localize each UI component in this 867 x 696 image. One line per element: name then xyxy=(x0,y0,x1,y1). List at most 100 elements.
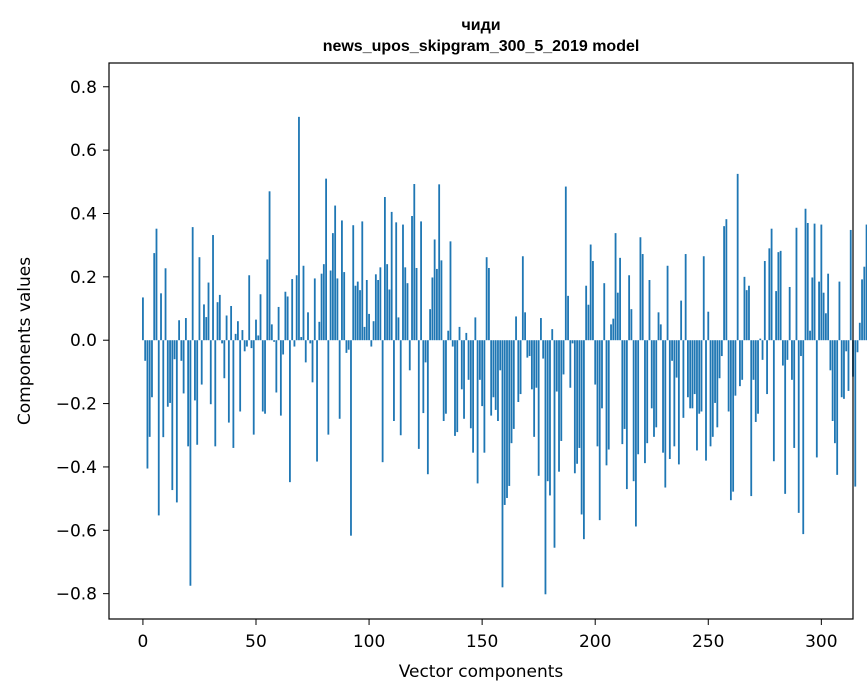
y-tick-label: −0.4 xyxy=(56,458,97,478)
bar xyxy=(449,241,452,341)
bar xyxy=(582,340,585,540)
bar xyxy=(368,313,370,341)
bar xyxy=(284,291,287,341)
bar xyxy=(295,275,298,341)
bar xyxy=(386,264,389,341)
bar xyxy=(320,273,323,341)
bar xyxy=(775,291,778,341)
bar xyxy=(558,340,560,472)
bar xyxy=(302,265,305,341)
bar xyxy=(621,340,624,445)
bar xyxy=(861,279,863,341)
bar xyxy=(436,268,438,341)
bar xyxy=(474,317,477,341)
bar xyxy=(451,340,454,347)
bar xyxy=(404,267,407,341)
bar xyxy=(146,340,149,469)
bar xyxy=(571,340,574,344)
bar xyxy=(221,340,223,344)
bar xyxy=(413,184,416,341)
bar xyxy=(508,340,511,486)
chart-title: чиди xyxy=(461,17,500,34)
bar xyxy=(234,333,237,341)
bar xyxy=(327,340,330,435)
bar xyxy=(659,324,662,341)
bar xyxy=(442,340,445,421)
bar xyxy=(802,340,805,535)
bar xyxy=(639,237,642,341)
bar xyxy=(809,330,811,341)
bar xyxy=(759,338,762,341)
bar xyxy=(415,267,418,341)
bar xyxy=(822,292,825,341)
bar xyxy=(637,340,640,455)
bar xyxy=(592,261,594,341)
bar xyxy=(718,340,721,379)
x-tick-label: 100 xyxy=(353,632,385,652)
bar xyxy=(657,312,660,341)
bar xyxy=(555,340,558,392)
y-tick-label: −0.2 xyxy=(56,395,97,415)
bar xyxy=(630,309,633,341)
bar xyxy=(549,340,551,496)
bar xyxy=(616,292,619,341)
bar xyxy=(304,340,307,363)
bar xyxy=(768,248,771,341)
bar xyxy=(266,259,269,341)
bar xyxy=(264,340,266,414)
bar xyxy=(338,340,341,419)
bar xyxy=(257,335,260,341)
bar xyxy=(845,340,848,352)
bar xyxy=(440,260,443,341)
bar xyxy=(417,340,420,449)
x-axis-label: Vector components xyxy=(399,662,564,682)
bar xyxy=(664,340,667,488)
bar xyxy=(551,329,554,341)
bar xyxy=(151,340,153,398)
bar xyxy=(171,340,174,491)
bar xyxy=(743,276,746,341)
bar xyxy=(241,330,244,341)
bar xyxy=(619,257,621,341)
bar xyxy=(607,340,610,450)
bar xyxy=(329,270,332,341)
bar xyxy=(709,340,712,447)
bar xyxy=(675,340,678,378)
bar xyxy=(347,340,350,350)
x-tick-label: 250 xyxy=(692,632,724,652)
bar xyxy=(528,340,531,357)
bar xyxy=(689,340,692,409)
bar xyxy=(653,340,655,437)
bar xyxy=(363,326,366,341)
bar xyxy=(458,326,461,341)
bar xyxy=(562,340,565,375)
bar xyxy=(189,340,192,586)
bar xyxy=(187,340,190,447)
bar xyxy=(383,197,386,341)
bar xyxy=(191,227,194,341)
bar xyxy=(248,275,251,341)
bar xyxy=(207,282,210,341)
bar xyxy=(481,340,484,407)
bar xyxy=(542,340,545,359)
bar xyxy=(237,321,239,341)
bar xyxy=(460,340,463,390)
bar xyxy=(800,340,802,357)
bar xyxy=(813,223,816,341)
bar xyxy=(589,244,592,341)
bar xyxy=(456,340,459,433)
bar xyxy=(698,340,701,414)
bar xyxy=(732,340,735,492)
bar xyxy=(438,184,441,341)
bar xyxy=(144,340,147,361)
bar xyxy=(716,340,719,428)
bar xyxy=(359,290,361,341)
bar xyxy=(815,340,818,458)
bar xyxy=(268,191,271,341)
bar xyxy=(578,340,581,448)
bar xyxy=(646,340,649,444)
bar xyxy=(178,320,181,341)
bar xyxy=(865,224,867,341)
bar xyxy=(494,340,497,410)
